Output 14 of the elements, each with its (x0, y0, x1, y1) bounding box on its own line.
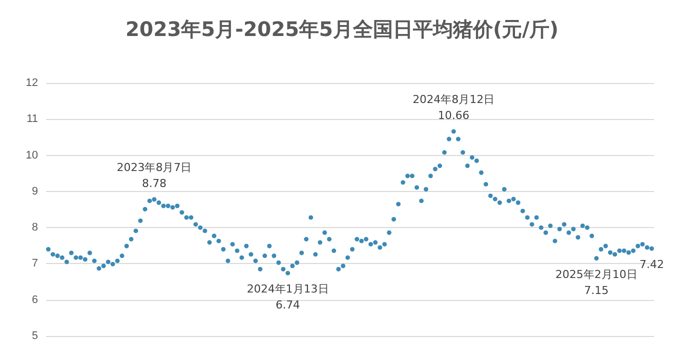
y-tick-label: 6 (32, 294, 38, 306)
y-tick-label: 10 (26, 149, 38, 162)
y-tick-label: 5 (32, 330, 38, 342)
y-tick-label: 12 (26, 77, 38, 89)
y-tick-label: 11 (26, 113, 38, 126)
annotation: 7.42 (639, 258, 664, 272)
annotation: 2023年8月7日 8.78 (116, 160, 192, 190)
annotation: 2024年1月13日 6.74 (246, 282, 329, 312)
y-tick-label: 8 (32, 222, 38, 234)
annotation: 2025年2月10日 7.15 (555, 268, 638, 297)
y-tick-label: 7 (32, 258, 38, 270)
chart-title: 2023年5月-2025年5月全国日平均猪价(元/斤) (125, 17, 559, 41)
annotation: 2024年8月12日 10.66 (412, 92, 495, 122)
y-tick-label: 9 (32, 185, 38, 198)
